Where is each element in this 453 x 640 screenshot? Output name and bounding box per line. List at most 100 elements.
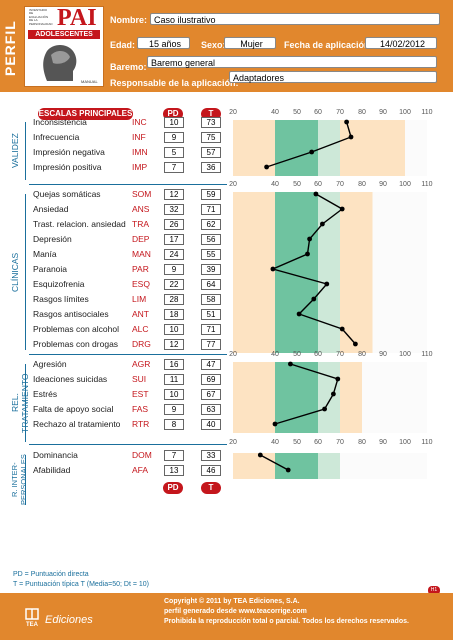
web-link[interactable]: perfil generado desde www.teacorrige.com: [164, 608, 307, 615]
x-tick-label: 80: [358, 439, 366, 446]
t-score: 39: [201, 264, 221, 275]
profile-point: [331, 391, 336, 397]
pd-score: 5: [164, 147, 184, 158]
pd-score: 10: [164, 117, 184, 128]
t-score: 64: [201, 279, 221, 290]
scale-abbr: DOM: [132, 450, 152, 460]
scale-name: Esquizofrenia: [33, 279, 85, 289]
scale-abbr: DRG: [132, 339, 151, 349]
x-tick-label: 60: [314, 439, 322, 446]
band: [340, 120, 405, 176]
x-tick-label: 80: [358, 109, 366, 116]
x-tick-label: 110: [421, 351, 432, 358]
profile-point: [296, 311, 302, 317]
scale-name: Falta de apoyo social: [33, 404, 114, 414]
profile-point: [272, 421, 278, 427]
x-tick-label: 40: [271, 439, 279, 446]
cover-manual: MANUAL: [81, 79, 98, 84]
section-interpersonales-line: [25, 455, 26, 505]
scale-abbr: ANS: [132, 204, 150, 214]
t-score: 58: [201, 294, 221, 305]
x-tick-label: 90: [379, 351, 387, 358]
scale-name: Infrecuencia: [33, 132, 80, 142]
profile-point: [322, 406, 327, 412]
note-pd: PD = Puntuación directa: [13, 571, 89, 578]
t-score: 67: [201, 389, 221, 400]
cover-brand: PAI: [57, 5, 97, 31]
x-tick-label: 90: [379, 181, 387, 188]
t-score: 73: [201, 117, 221, 128]
footer-text: Copyright © 2011 by TEA Ediciones, S.A. …: [164, 597, 409, 627]
fecha-label: Fecha de aplicación:: [284, 40, 373, 50]
pd-score: 9: [164, 264, 184, 275]
x-tick-label: 70: [336, 109, 344, 116]
pd-score: 13: [164, 465, 184, 476]
scale-name: Problemas con alcohol: [33, 324, 119, 334]
band: [318, 362, 340, 433]
x-tick-label: 50: [293, 109, 301, 116]
section-tratamiento-line: [25, 364, 26, 442]
scale-name: Problemas con drogas: [33, 339, 119, 349]
scale-name: Dominancia: [33, 450, 78, 460]
t-score: 57: [201, 147, 221, 158]
tea-logo: TEA: [22, 608, 42, 630]
scale-name: Impresión negativa: [33, 147, 105, 157]
t-score: 77: [201, 339, 221, 350]
profile-point: [339, 326, 345, 332]
profile-point: [348, 134, 354, 140]
x-tick-label: 60: [314, 351, 322, 358]
x-tick-label: 50: [293, 439, 301, 446]
x-tick-label: 60: [314, 181, 322, 188]
scale-name: Impresión positiva: [33, 162, 102, 172]
x-tick-label: 100: [399, 351, 411, 358]
scale-abbr: DEP: [132, 234, 150, 244]
band: [318, 453, 340, 479]
scale-abbr: IMN: [132, 147, 148, 157]
t-score: 63: [201, 404, 221, 415]
notes: PD = Puntuación directa T = Puntuación t…: [13, 570, 149, 590]
responsable-field: Adaptadores: [229, 71, 437, 83]
profile-point: [353, 341, 358, 347]
x-tick-label: 20: [229, 351, 237, 358]
profile-point: [309, 149, 315, 155]
scale-abbr: LIM: [132, 294, 147, 304]
pd-score: 24: [164, 249, 184, 260]
sexo-label: Sexo:: [201, 40, 226, 50]
t-score: 62: [201, 219, 221, 230]
scale-abbr: ALC: [132, 324, 149, 334]
profile-point: [313, 191, 319, 197]
x-tick-label: 50: [293, 181, 301, 188]
profile-point: [339, 206, 345, 212]
scale-name: Ideaciones suicidas: [33, 374, 108, 384]
pd-score: 12: [164, 339, 184, 350]
scale-name: Trast. relacion. ansiedad: [33, 219, 126, 229]
band: [233, 192, 275, 353]
nombre-label: Nombre:: [110, 15, 148, 25]
scale-name: Rasgos antisociales: [33, 309, 109, 319]
x-tick-label: 20: [229, 439, 237, 446]
x-tick-label: 60: [314, 109, 322, 116]
x-tick-label: 20: [229, 109, 237, 116]
t-score: 47: [201, 359, 221, 370]
t-score: 71: [201, 204, 221, 215]
x-tick-label: 20: [229, 181, 237, 188]
pd-score: 16: [164, 359, 184, 370]
cover-title: INVENTARIO DE EVALUACIÓN DE LA PERSONALI…: [29, 8, 53, 26]
pd-score: 17: [164, 234, 184, 245]
profile-point: [344, 119, 349, 125]
section-validez-line: [25, 122, 26, 180]
x-tick-label: 110: [421, 181, 432, 188]
x-tick-label: 90: [379, 109, 387, 116]
scale-abbr: FAS: [132, 404, 149, 414]
pd-score: 8: [164, 419, 184, 430]
cover-subtitle: ADOLESCENTES: [28, 30, 100, 39]
scale-abbr: INC: [132, 117, 147, 127]
pd-footer-label: PD: [163, 482, 183, 494]
x-tick-label: 80: [358, 181, 366, 188]
t-score: 59: [201, 189, 221, 200]
t-score: 55: [201, 249, 221, 260]
pd-score: 10: [164, 389, 184, 400]
pd-score: 28: [164, 294, 184, 305]
scale-name: Ansiedad: [33, 204, 69, 214]
profile-point: [305, 251, 310, 257]
